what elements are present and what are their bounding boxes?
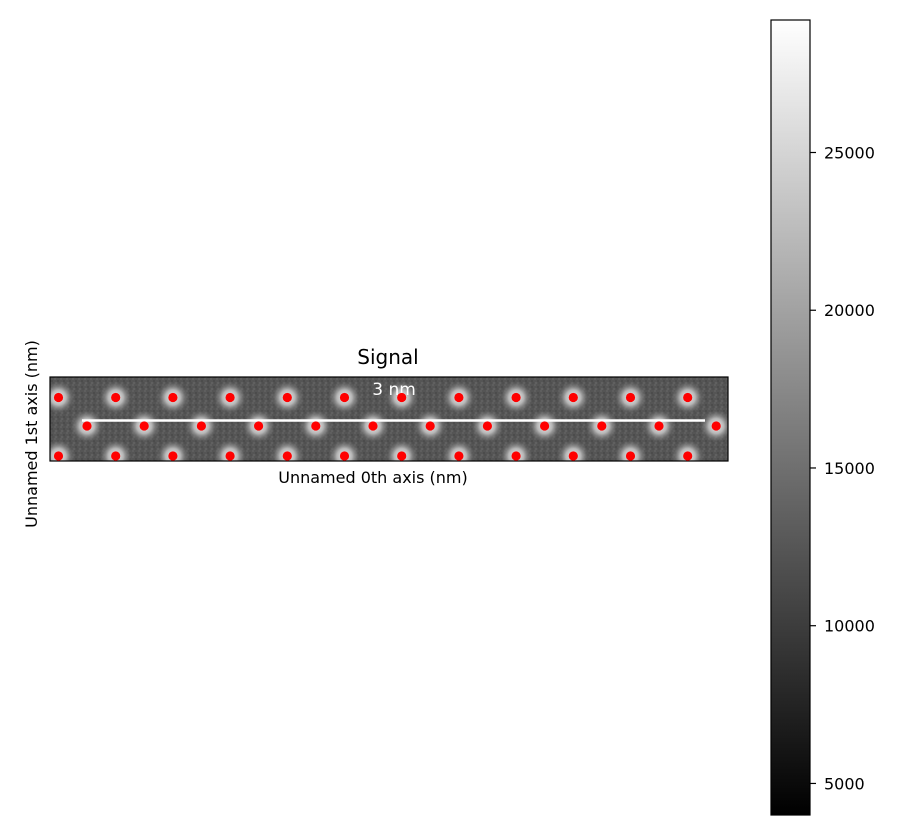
atom-marker [683,451,693,461]
atom-column-intensity [670,439,705,461]
atom-column-intensity [98,439,133,461]
x-axis-label: Unnamed 0th axis (nm) [278,468,468,487]
atom-marker [454,392,464,403]
atom-column-intensity [155,439,190,461]
chart-title: Signal [357,345,418,369]
colorbar-tick-label: 25000 [824,144,875,163]
atom-column-intensity [499,439,534,461]
y-axis-label: Unnamed 1st axis (nm) [22,340,41,528]
atom-marker [196,421,206,431]
atom-marker [654,421,664,431]
atom-column-intensity [270,439,305,461]
atom-marker [368,421,378,431]
atom-column-intensity [441,439,476,461]
atom-column-intensity [213,439,248,461]
atom-marker [568,451,578,461]
colorbar-ticks: 5000 10000 15000 20000 25000 [810,144,875,793]
scalebar-label: 3 nm [372,380,416,400]
atom-marker [597,421,607,431]
atom-marker [625,392,636,403]
atom-marker [254,421,264,431]
atom-marker [111,451,121,461]
colorbar-tick-label: 10000 [824,617,875,636]
atom-markers [53,392,721,461]
image-frame [49,376,729,462]
atom-marker [311,421,321,431]
atom-marker [568,392,578,403]
signal-image [50,377,728,461]
atom-marker [397,451,407,461]
atom-marker [139,421,149,431]
atom-marker [425,421,435,431]
colorbar-tick-label: 20000 [824,301,875,320]
atom-marker [540,421,550,431]
atom-marker [339,451,350,461]
atom-marker [482,421,492,431]
atom-marker [53,451,64,461]
atom-marker [339,392,350,403]
atom-marker [454,451,464,461]
atom-marker [168,451,178,461]
atom-marker [511,392,521,403]
atom-marker [625,451,636,461]
atom-marker [111,392,121,403]
atom-marker [225,392,235,403]
atom-marker [82,421,92,431]
atom-marker [225,451,235,461]
atom-column-intensity [556,439,591,461]
colorbar [770,19,811,816]
colorbar-tick-label: 5000 [824,774,865,793]
atom-marker [168,392,178,403]
atom-marker [511,451,521,461]
atom-column-intensity [613,439,648,461]
atom-marker [282,392,292,403]
colorbar-tick-label: 15000 [824,459,875,478]
atom-column-intensity [327,439,362,461]
atom-marker [711,421,721,431]
atom-marker [282,451,292,461]
atom-marker [683,392,693,403]
atom-marker [53,392,64,403]
atom-column-intensity [384,439,419,461]
atom-marker [397,392,407,403]
